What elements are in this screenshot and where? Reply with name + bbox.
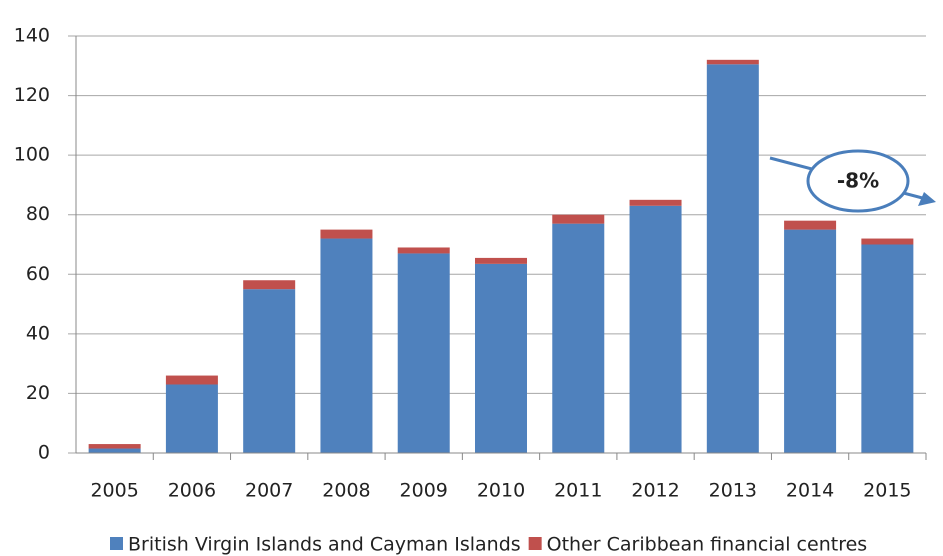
- legend-label: British Virgin Islands and Cayman Island…: [128, 534, 521, 556]
- legend-swatch: [528, 537, 542, 550]
- bar-segment: [629, 199, 682, 206]
- y-tick-label: 40: [26, 322, 50, 344]
- legend-swatch: [110, 537, 123, 550]
- bar-segment: [165, 384, 218, 453]
- y-tick-label: 0: [38, 442, 50, 464]
- annotation-text: -8%: [837, 169, 879, 193]
- bar-segment: [784, 229, 837, 453]
- annotation: -8%: [769, 149, 936, 213]
- bar-segment: [629, 205, 682, 453]
- bar-segment: [552, 214, 605, 224]
- annotation-arrowhead: [918, 192, 936, 206]
- y-tick-label: 20: [26, 382, 50, 404]
- x-tick-label: 2005: [90, 480, 138, 502]
- bar-segment: [88, 444, 141, 449]
- x-tick-label: 2014: [786, 480, 834, 502]
- x-tick-label: 2010: [477, 480, 525, 502]
- bar-segment: [552, 223, 605, 453]
- x-tick-label: 2009: [400, 480, 448, 502]
- bar-segment: [88, 448, 141, 453]
- x-tick-label: 2011: [554, 480, 602, 502]
- y-tick-label: 140: [14, 25, 50, 47]
- x-tick-label: 2012: [631, 480, 679, 502]
- bar-segment: [706, 59, 759, 65]
- bar-segment: [475, 263, 527, 453]
- bar-segment: [320, 238, 373, 453]
- y-tick-label: 120: [14, 84, 50, 106]
- legend-label: Other Caribbean financial centres: [547, 534, 868, 556]
- bar-segment: [475, 257, 527, 264]
- bar-segment: [243, 289, 296, 453]
- y-tick-label: 100: [14, 144, 50, 166]
- y-tick-label: 60: [26, 263, 50, 285]
- bar-segment: [397, 247, 450, 254]
- bar-segment: [861, 238, 914, 245]
- annotation-ellipse: [806, 149, 910, 213]
- x-tick-label: 2015: [863, 480, 911, 502]
- bar-segment: [243, 280, 296, 290]
- bar-segment: [861, 244, 914, 453]
- bar-segment: [784, 220, 837, 230]
- x-tick-label: 2007: [245, 480, 293, 502]
- bar-segment: [397, 253, 450, 453]
- bar-segment: [320, 229, 373, 239]
- y-tick-label: 80: [26, 203, 50, 225]
- x-tick-label: 2008: [322, 480, 370, 502]
- x-tick-label: 2006: [168, 480, 216, 502]
- bar-segment: [706, 64, 759, 454]
- x-tick-label: 2013: [709, 480, 757, 502]
- bar-segment: [165, 375, 218, 385]
